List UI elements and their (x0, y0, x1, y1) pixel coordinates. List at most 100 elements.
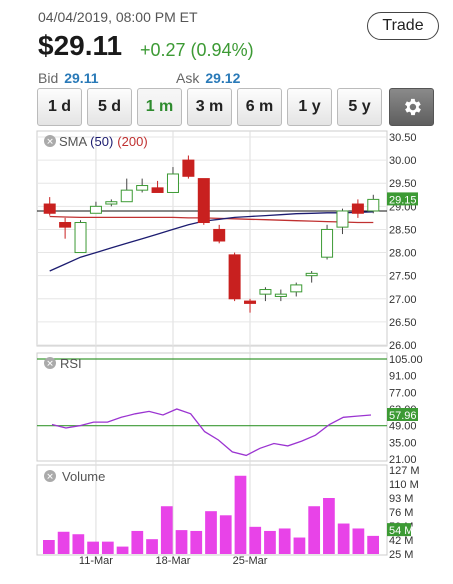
volume-bar[interactable] (278, 528, 291, 554)
ask-label: Ask (176, 70, 200, 86)
volume-bar[interactable] (116, 546, 129, 554)
close-rsi-icon[interactable] (44, 357, 56, 369)
price-tick-label: 30.50 (389, 132, 417, 144)
candle[interactable] (228, 254, 241, 300)
sma-label: SMA (59, 134, 88, 149)
price-tick-label: 29.00 (389, 201, 417, 213)
volume-tick-label: 42 M (389, 535, 413, 547)
volume-last-marker (387, 523, 411, 537)
volume-bar[interactable] (219, 515, 232, 554)
price-tick-label: 26.50 (389, 317, 417, 329)
volume-bar[interactable] (234, 475, 247, 554)
volume-bar[interactable] (57, 531, 70, 554)
gear-icon (404, 98, 421, 116)
price-tick-label: 28.00 (389, 248, 417, 260)
candle[interactable] (290, 284, 303, 293)
candle[interactable] (305, 272, 318, 277)
bid-quote: Bid 29.11 (38, 70, 99, 86)
candle[interactable] (136, 185, 149, 191)
volume-tick-label: 127 M (389, 465, 420, 477)
x-tick-label: 11-Mar (79, 555, 113, 567)
candle[interactable] (321, 228, 334, 258)
range-1d-button[interactable]: 1 d (37, 88, 82, 126)
volume-bar[interactable] (323, 498, 335, 554)
close-volume-icon[interactable] (44, 470, 56, 482)
rsi-tick-label: 35.00 (389, 437, 417, 449)
volume-bar[interactable] (293, 537, 306, 554)
chart-settings-button[interactable] (389, 88, 434, 126)
price-tick-label: 26.00 (389, 340, 417, 352)
rsi-label: RSI (60, 356, 82, 371)
volume-bar[interactable] (264, 530, 276, 554)
range-1m-button[interactable]: 1 m (137, 88, 182, 126)
ask-value: 29.12 (205, 70, 241, 86)
range-5d-button[interactable]: 5 d (87, 88, 132, 126)
last-price: $29.11 (38, 30, 123, 61)
sma200-line (49, 215, 374, 224)
candle[interactable] (182, 159, 195, 177)
trade-button[interactable]: Trade (367, 12, 439, 40)
candle[interactable] (43, 203, 56, 214)
volume-bar[interactable] (175, 530, 188, 554)
svg-text:SMA(50)(200): SMA (50) (200) (59, 134, 148, 149)
volume-bar[interactable] (249, 526, 262, 554)
volume-tick-label: 76 M (389, 507, 413, 519)
volume-tick-label: 93 M (389, 493, 413, 505)
volume-tick-label: 25 M (389, 549, 413, 561)
volume-tick-label: 59 M (389, 521, 413, 533)
svg-text:✕: ✕ (46, 359, 54, 369)
range-6m-button[interactable]: 6 m (237, 88, 282, 126)
volume-bar[interactable] (352, 528, 365, 554)
svg-text:✕: ✕ (46, 137, 54, 147)
candle[interactable] (213, 228, 226, 242)
volume-bar[interactable] (160, 506, 173, 554)
volume-bar[interactable] (367, 535, 379, 554)
candle[interactable] (367, 198, 380, 212)
candle[interactable] (74, 222, 87, 254)
candle[interactable] (151, 187, 164, 193)
sma50-label: (50) (90, 134, 113, 149)
svg-text:✕: ✕ (46, 472, 54, 482)
candle[interactable] (166, 173, 179, 193)
candle[interactable] (244, 300, 257, 304)
candle[interactable] (336, 210, 349, 228)
range-3m-button[interactable]: 3 m (187, 88, 232, 126)
candle[interactable] (259, 289, 272, 295)
volume-bar[interactable] (308, 506, 321, 554)
candle[interactable] (274, 293, 287, 297)
rsi-tick-label: 105.00 (389, 354, 423, 366)
range-selector: 1 d 5 d 1 m 3 m 6 m 1 y 5 y (37, 88, 441, 126)
volume-bar[interactable] (190, 530, 203, 554)
volume-bar[interactable] (43, 540, 55, 554)
price-tick-label: 30.00 (389, 155, 417, 167)
price-panel (36, 130, 388, 347)
volume-legend: ✕ Volume (44, 469, 105, 484)
sma50-line (49, 211, 374, 272)
candle[interactable] (89, 205, 102, 214)
candle[interactable] (120, 189, 133, 203)
range-1y-button[interactable]: 1 y (287, 88, 332, 126)
volume-bar[interactable] (337, 523, 350, 554)
close-legend-icon[interactable] (44, 135, 56, 147)
candle[interactable] (351, 203, 364, 214)
range-5y-button[interactable]: 5 y (337, 88, 382, 126)
volume-bar[interactable] (87, 541, 99, 554)
volume-bar[interactable] (205, 511, 217, 554)
volume-bar[interactable] (72, 534, 85, 554)
candle[interactable] (59, 222, 72, 228)
rsi-line (51, 408, 372, 457)
rsi-tick-label: 91.00 (389, 371, 417, 383)
price-tick-label: 27.00 (389, 294, 417, 306)
candle[interactable] (197, 178, 210, 224)
volume-bar[interactable] (131, 530, 144, 554)
rsi-tick-label: 49.00 (389, 421, 417, 433)
quote-header: 04/04/2019, 08:00 PM ET $29.11 +0.27 (0.… (0, 0, 453, 88)
price-tick-label: 27.50 (389, 271, 417, 283)
candle[interactable] (105, 201, 118, 205)
volume-bar[interactable] (146, 539, 158, 554)
bid-value: 29.11 (64, 70, 99, 86)
volume-label: Volume (62, 469, 105, 484)
x-tick-label: 18-Mar (156, 555, 191, 567)
volume-bar[interactable] (101, 541, 114, 554)
rsi-tick-label: 63.00 (389, 404, 417, 416)
